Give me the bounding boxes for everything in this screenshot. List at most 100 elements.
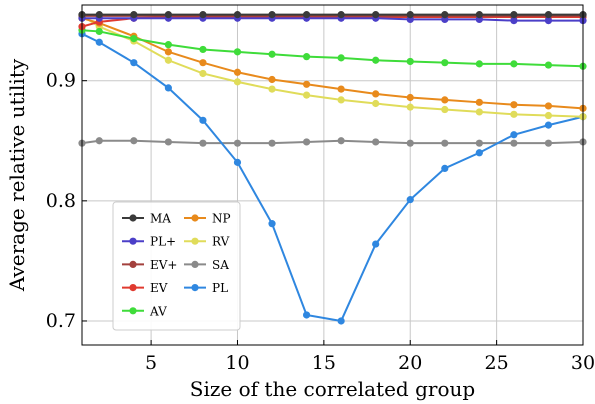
data-point-sa (268, 139, 276, 147)
legend-label-np: NP (212, 212, 231, 226)
data-point-pl (164, 84, 172, 92)
data-point-pl (233, 158, 242, 166)
data-point-sa (302, 138, 311, 146)
data-point-pl (475, 149, 483, 157)
data-point-ma (475, 11, 483, 19)
data-point-ma (544, 11, 553, 19)
data-point-av (164, 41, 172, 49)
data-point-np (544, 102, 553, 110)
data-point-np (441, 96, 449, 104)
data-point-sa (544, 139, 553, 147)
plot-frame (81, 4, 584, 346)
data-point-pl-plus (544, 17, 553, 25)
data-point-rv (372, 99, 380, 108)
data-point-rv (544, 111, 553, 120)
data-point-pl (199, 116, 207, 124)
data-point-ma (199, 11, 207, 19)
data-point-av (302, 53, 311, 61)
data-point-sa (95, 137, 103, 145)
data-point-np (406, 93, 414, 102)
data-point-ma (337, 11, 345, 19)
legend-label-av: AV (149, 304, 167, 318)
data-point-sa (337, 137, 345, 145)
legend-label-ev: EV (150, 281, 168, 295)
x-tick-label: 20 (398, 352, 422, 374)
legend-marker-pl (191, 284, 199, 292)
legend-marker-ev (129, 284, 137, 292)
data-point-pl (337, 317, 345, 325)
data-point-pl (268, 220, 276, 228)
data-point-np (337, 85, 345, 93)
legend-marker-ma (129, 214, 137, 222)
data-point-av (544, 61, 553, 69)
y-tick-label: 0.8 (46, 190, 76, 212)
series-line-av (81, 29, 584, 68)
legend-marker-av (129, 307, 137, 315)
series-line-pl-plus (82, 17, 583, 22)
series-line-np (81, 17, 584, 110)
legend-marker-sa (191, 260, 199, 268)
data-point-ma (510, 11, 518, 19)
data-point-pl (510, 131, 518, 139)
data-point-rv (233, 78, 242, 86)
data-point-ma (441, 11, 449, 19)
y-tick-label: 0.7 (46, 310, 76, 332)
data-point-sa (406, 139, 414, 147)
data-point-av (475, 60, 483, 68)
legend-label-ma: MA (150, 212, 171, 226)
legend-label-pl-plus: PL+ (150, 235, 176, 249)
legend: MA PL+ EV+ EV AV NP RV SA PL (112, 201, 241, 331)
data-point-sa (233, 139, 242, 147)
data-point-ma (95, 11, 103, 19)
x-tick-label: 15 (312, 352, 336, 374)
series-line-rv (81, 14, 584, 118)
data-point-ma (406, 11, 414, 19)
data-point-rv (406, 103, 414, 111)
data-point-np (475, 98, 483, 106)
x-tick-label: 10 (225, 352, 249, 374)
x-tick-label: 5 (145, 352, 157, 374)
data-point-np (302, 80, 311, 88)
y-axis-label: Average relative utility (5, 58, 29, 292)
data-point-pl (406, 196, 414, 204)
y-tick-label: 0.9 (46, 70, 76, 92)
x-axis-label: Size of the correlated group (190, 377, 475, 401)
data-point-pl (302, 311, 311, 319)
data-point-rv (302, 91, 311, 99)
data-point-sa (199, 139, 207, 147)
data-point-ma (302, 11, 311, 19)
data-point-av (233, 48, 242, 56)
legend-label-ev-plus: EV+ (150, 258, 177, 272)
data-point-np (233, 68, 242, 76)
data-point-av (441, 59, 449, 67)
data-point-ma (372, 11, 380, 19)
legend-marker-ev-plus (129, 260, 137, 268)
data-point-ma (164, 11, 172, 19)
data-point-av (337, 54, 345, 62)
data-point-rv (441, 105, 449, 114)
legend-label-rv: RV (212, 235, 230, 249)
data-point-ma (233, 11, 242, 19)
x-tick-label: 25 (485, 352, 509, 374)
data-point-np (164, 48, 172, 56)
series-line-pl (81, 32, 584, 323)
data-point-sa (510, 139, 518, 147)
data-point-rv (164, 56, 172, 64)
data-point-pl (441, 164, 449, 172)
data-point-pl (95, 38, 103, 46)
legend-box (112, 201, 241, 331)
data-point-rv (268, 85, 276, 93)
data-point-pl (130, 59, 138, 67)
data-point-av (268, 50, 276, 58)
data-point-rv (510, 110, 518, 118)
data-point-ma (130, 11, 138, 19)
data-point-pl (372, 240, 380, 248)
data-point-pl-plus (510, 17, 518, 25)
data-point-sa (475, 139, 483, 147)
axis-ticks: 5 10 15 20 25 30 0.7 0.8 0.9 (46, 70, 595, 374)
legend-marker-pl-plus (129, 237, 137, 245)
data-point-av (95, 27, 103, 36)
data-point-av (406, 57, 414, 66)
data-point-av (510, 60, 518, 68)
